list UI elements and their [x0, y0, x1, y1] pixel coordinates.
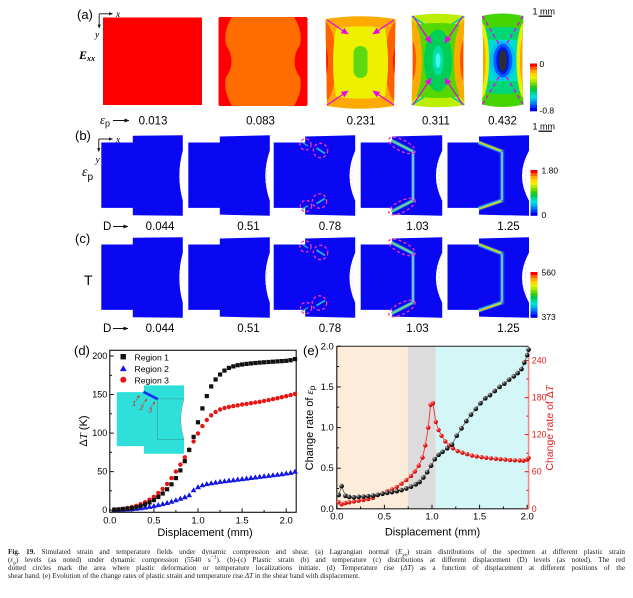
- svg-text:(b): (b): [75, 128, 91, 143]
- svg-text:1.80: 1.80: [542, 166, 559, 176]
- svg-text:(e): (e): [303, 343, 319, 358]
- svg-text:1.0: 1.0: [321, 423, 334, 434]
- svg-text:0.044: 0.044: [146, 221, 175, 233]
- svg-text:150: 150: [92, 390, 107, 400]
- svg-text:Change rate of εp: Change rate of εp: [304, 385, 317, 470]
- svg-text:0.432: 0.432: [488, 116, 517, 128]
- svg-text:0.044: 0.044: [146, 323, 175, 335]
- svg-text:Region 3: Region 3: [135, 375, 170, 385]
- svg-text:240: 240: [532, 356, 547, 366]
- svg-text:60: 60: [532, 467, 542, 477]
- svg-text:0.51: 0.51: [237, 221, 259, 233]
- svg-text:εp: εp: [100, 113, 110, 129]
- svg-text:0.083: 0.083: [246, 116, 275, 128]
- svg-text:0.5: 0.5: [321, 463, 334, 474]
- svg-text:0: 0: [542, 210, 547, 220]
- svg-text:1.03: 1.03: [406, 323, 428, 335]
- svg-text:Displacement (mm): Displacement (mm): [157, 527, 252, 539]
- svg-text:1.5: 1.5: [235, 515, 248, 526]
- svg-text:2: 2: [139, 403, 145, 412]
- svg-text:373: 373: [542, 312, 556, 322]
- svg-text:0.78: 0.78: [319, 323, 341, 335]
- svg-text:1.0: 1.0: [191, 515, 204, 526]
- svg-text:1 mm: 1 mm: [533, 122, 556, 132]
- svg-text:200: 200: [92, 351, 107, 361]
- svg-text:50: 50: [97, 467, 107, 477]
- svg-text:D: D: [103, 221, 111, 233]
- svg-text:(d): (d): [74, 343, 90, 358]
- svg-text:2.0: 2.0: [521, 511, 534, 522]
- svg-text:Change rate of ΔT: Change rate of ΔT: [544, 384, 556, 470]
- svg-text:T: T: [84, 272, 93, 288]
- svg-text:0.0: 0.0: [330, 511, 343, 522]
- svg-text:0.231: 0.231: [347, 116, 376, 128]
- svg-text:y: y: [94, 31, 100, 41]
- svg-text:y: y: [95, 156, 101, 166]
- svg-text:(a): (a): [77, 7, 93, 22]
- svg-text:Region 2: Region 2: [135, 364, 170, 374]
- svg-text:1.0: 1.0: [425, 511, 438, 522]
- svg-text:Exx: Exx: [78, 48, 95, 63]
- svg-text:0.013: 0.013: [139, 116, 168, 128]
- svg-text:180: 180: [532, 393, 547, 403]
- svg-text:560: 560: [542, 268, 556, 278]
- svg-text:-0.8: -0.8: [540, 106, 555, 116]
- svg-text:0.0: 0.0: [321, 504, 334, 515]
- svg-text:1: 1: [132, 399, 136, 408]
- svg-text:D: D: [103, 323, 111, 335]
- svg-text:120: 120: [532, 430, 547, 440]
- svg-text:0.51: 0.51: [237, 323, 259, 335]
- svg-text:Region 1: Region 1: [135, 352, 170, 362]
- svg-text:ΔT (K): ΔT (K): [78, 415, 90, 446]
- svg-text:0.5: 0.5: [147, 515, 160, 526]
- svg-text:εp: εp: [82, 165, 94, 183]
- svg-text:1.25: 1.25: [497, 323, 519, 335]
- svg-text:0.5: 0.5: [378, 511, 391, 522]
- svg-text:1.25: 1.25: [497, 221, 519, 233]
- svg-text:0.311: 0.311: [422, 116, 450, 128]
- svg-text:x: x: [115, 136, 121, 146]
- svg-text:1.5: 1.5: [321, 382, 334, 393]
- svg-text:0.78: 0.78: [319, 221, 341, 233]
- svg-text:3: 3: [148, 406, 153, 415]
- svg-text:2.0: 2.0: [280, 515, 293, 526]
- svg-text:0.0: 0.0: [103, 515, 116, 526]
- svg-text:x: x: [115, 10, 121, 20]
- svg-text:(c): (c): [75, 231, 90, 246]
- svg-text:100: 100: [92, 428, 107, 438]
- svg-text:0: 0: [532, 504, 537, 514]
- svg-text:1.03: 1.03: [406, 221, 428, 233]
- svg-text:2.0: 2.0: [321, 341, 334, 352]
- svg-text:1 mm: 1 mm: [533, 7, 556, 17]
- svg-text:0: 0: [540, 59, 545, 69]
- svg-text:0: 0: [102, 505, 107, 515]
- svg-text:Displacement (mm): Displacement (mm): [385, 527, 480, 539]
- svg-text:1.5: 1.5: [473, 511, 486, 522]
